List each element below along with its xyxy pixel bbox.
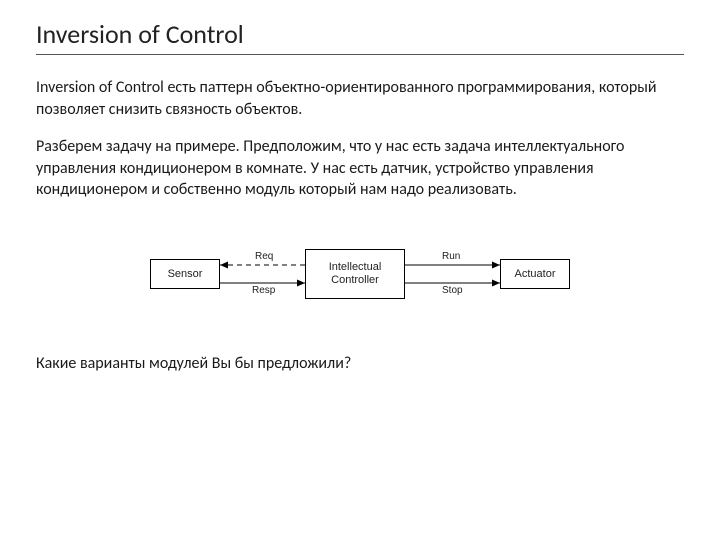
example-paragraph: Разберем задачу на примере. Предположим,… xyxy=(36,136,684,201)
node-actuator: Actuator xyxy=(500,259,570,289)
ioc-flowchart: Sensor IntellectualController Actuator Req R… xyxy=(130,229,590,319)
node-controller: IntellectualController xyxy=(305,249,405,299)
edge-label-req: Req xyxy=(255,251,273,262)
page-title: Inversion of Control xyxy=(36,18,684,55)
diagram-container: Sensor IntellectualController Actuator Req R… xyxy=(36,229,684,319)
edge-label-stop: Stop xyxy=(442,285,463,296)
slide: Inversion of Control Inversion of Contro… xyxy=(0,0,720,540)
intro-paragraph: Inversion of Control есть паттерн объект… xyxy=(36,77,684,120)
node-sensor: Sensor xyxy=(150,259,220,289)
edge-label-resp: Resp xyxy=(252,285,275,296)
question-paragraph: Какие варианты модулей Вы бы предложили? xyxy=(36,353,684,375)
edge-label-run: Run xyxy=(442,251,460,262)
